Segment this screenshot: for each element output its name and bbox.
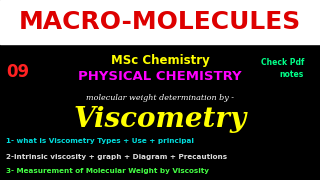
Text: PHYSICAL CHEMISTRY: PHYSICAL CHEMISTRY: [78, 70, 242, 83]
Text: 2-intrinsic viscosity + graph + Diagram + Precautions: 2-intrinsic viscosity + graph + Diagram …: [6, 154, 228, 160]
Text: 09: 09: [6, 63, 29, 81]
Text: Check Pdf
notes: Check Pdf notes: [260, 58, 304, 79]
Text: MACRO-MOLECULES: MACRO-MOLECULES: [19, 10, 301, 34]
Bar: [0, 0, 320, 44]
Text: MSc Chemistry: MSc Chemistry: [111, 54, 209, 67]
Text: Viscometry: Viscometry: [73, 106, 247, 133]
Text: molecular weight determination by -: molecular weight determination by -: [86, 94, 234, 102]
Text: 1- what is Viscometry Types + Use + principal: 1- what is Viscometry Types + Use + prin…: [6, 138, 194, 144]
Text: 3- Measurement of Molecular Weight by Viscosity: 3- Measurement of Molecular Weight by Vi…: [6, 168, 209, 174]
